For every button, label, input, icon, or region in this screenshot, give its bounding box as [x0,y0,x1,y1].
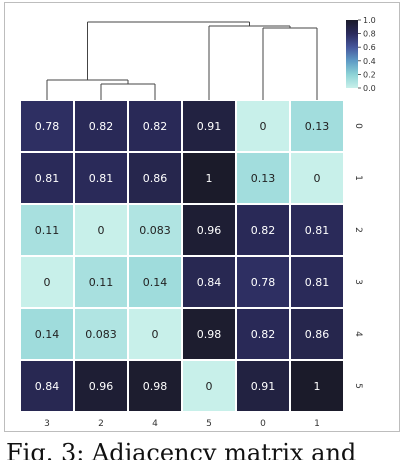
x-tick-label: 2 [98,419,104,429]
cell-value-label: 0.96 [197,224,222,237]
cell-value-label: 0.98 [197,328,222,341]
heatmap-cell [127,151,183,205]
cell-value-label: 0 [44,276,51,289]
panel-border [4,2,400,432]
cell-value-label: 0.91 [251,380,276,393]
heatmap-chart: 0.78 0.82 0.82 0.91 0 0.130.81 0.81 0.86 1 0.13 00… [19,16,376,429]
heatmap-cell [289,359,345,413]
figure-caption: Fig. 3: Adjacency matrix and [6,439,357,460]
x-tick-label: 0 [260,419,266,429]
cell-value-label: 0.13 [305,120,330,133]
cell-value-label: 0.11 [35,224,60,237]
heatmap-cell [289,151,345,205]
x-tick-label: 5 [206,419,212,429]
cell-value-label: 0.14 [143,276,168,289]
cell-value-label: 0.82 [251,328,276,341]
x-tick-label: 4 [152,419,158,429]
colorbar-tick-label: 0.0 [363,84,376,93]
y-tick-label: 1 [353,175,363,181]
x-tick-label: 3 [44,419,50,429]
heatmap-cell [73,255,129,309]
colorbar-tick-label: 0.2 [363,70,376,79]
heatmap-cell [289,255,345,309]
cell-value-label: 0.13 [251,172,276,185]
cell-value-label: 0.96 [89,380,114,393]
cell-value-label: 0.82 [251,224,276,237]
heatmap-cell [235,359,291,413]
cell-value-label: 0.84 [197,276,222,289]
cell-value-label: 0.81 [305,224,330,237]
colorbar [346,20,358,88]
colorbar-tick-label: 0.8 [363,30,376,39]
cell-value-label: 1 [314,380,321,393]
cell-value-label: 0.78 [251,276,276,289]
cell-value-label: 0 [98,224,105,237]
y-tick-label: 5 [353,383,363,389]
heatmap-cell [235,255,291,309]
heatmap-cell [73,151,129,205]
cell-value-label: 0.86 [305,328,330,341]
colorbar-tick-label: 0.6 [363,43,376,52]
cell-value-label: 0.81 [35,172,60,185]
y-tick-label: 2 [353,227,363,233]
heatmap-cell [289,307,345,361]
cell-value-label: 0 [152,328,159,341]
heatmap-cell [235,151,291,205]
colorbar-tick-label: 1.0 [363,16,376,25]
cell-value-label: 0.84 [35,380,60,393]
cell-value-label: 0 [314,172,321,185]
cell-value-label: 0.82 [143,120,168,133]
cell-value-label: 0.98 [143,380,168,393]
x-tick-label: 1 [314,419,320,429]
cell-value-label: 0.78 [35,120,60,133]
heatmap-cell [19,359,75,413]
cell-value-label: 0.14 [35,328,60,341]
heatmap-cell [19,151,75,205]
heatmap-cell [181,255,237,309]
heatmap-cell [235,203,291,257]
heatmap-cell [181,203,237,257]
cell-value-label: 1 [206,172,213,185]
cell-value-label: 0.083 [139,224,171,237]
cell-value-label: 0.82 [89,120,114,133]
cell-value-label: 0.81 [305,276,330,289]
cell-value-label: 0 [260,120,267,133]
heatmap-cell [73,307,129,361]
y-tick-label: 4 [353,331,363,337]
cell-value-label: 0.81 [89,172,114,185]
colorbar-tick-label: 0.4 [363,57,376,66]
cell-value-label: 0 [206,380,213,393]
cell-value-label: 0.86 [143,172,168,185]
cell-value-label: 0.91 [197,120,222,133]
cell-value-label: 0.083 [85,328,117,341]
heatmap-cell [289,99,345,153]
y-tick-label: 0 [353,123,363,129]
y-tick-label: 3 [353,279,363,285]
cell-value-label: 0.11 [89,276,114,289]
heatmap-cell [127,307,183,361]
